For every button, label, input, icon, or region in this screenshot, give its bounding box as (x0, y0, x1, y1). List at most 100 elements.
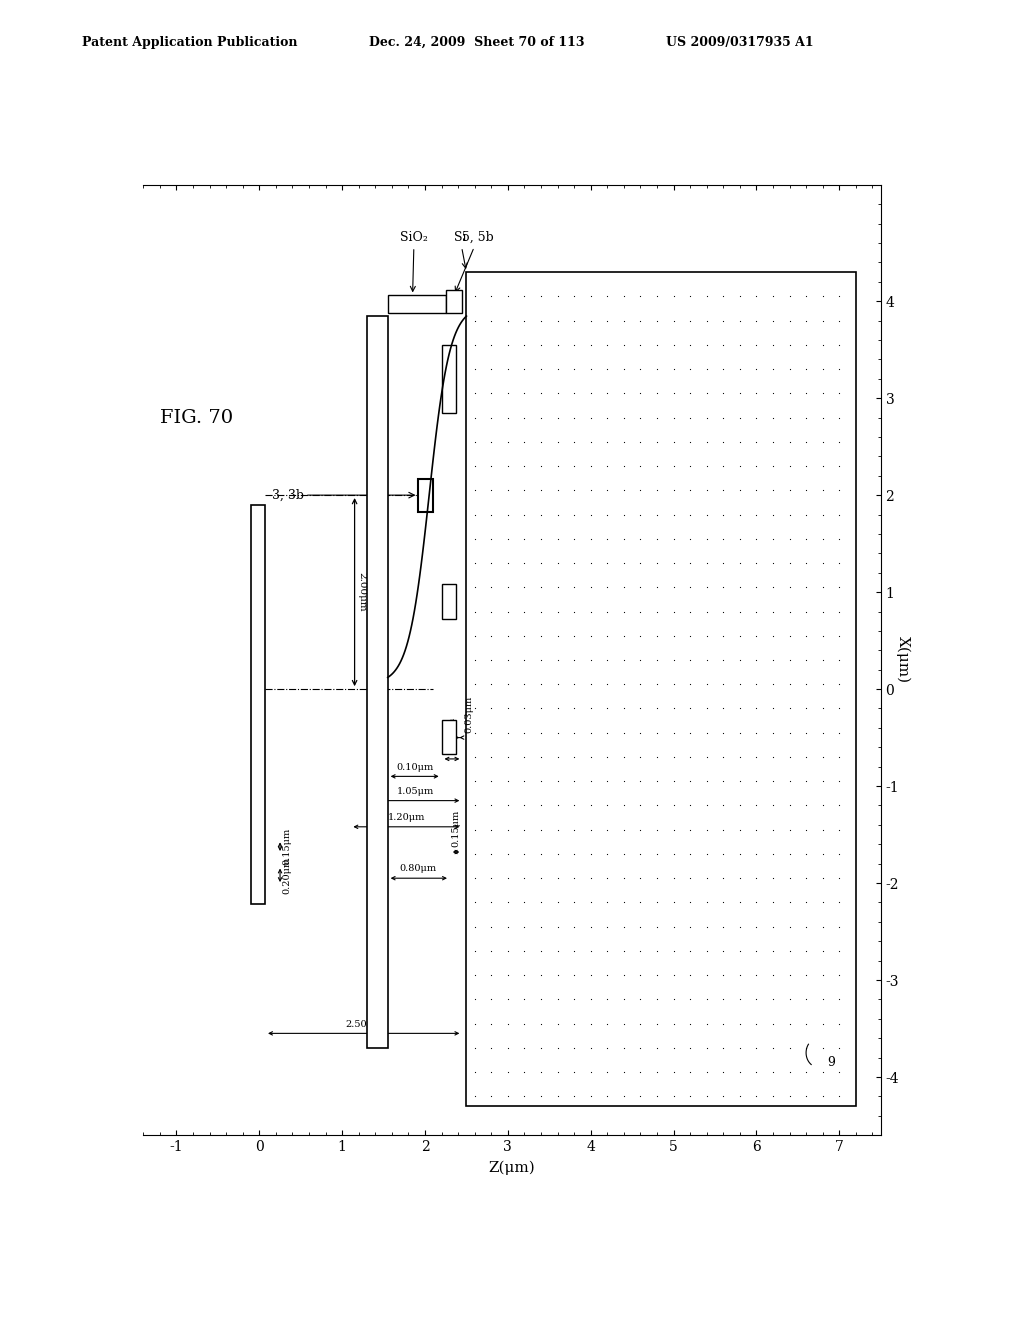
Point (532, 626, 549, 647)
Point (549, 577, 565, 598)
Point (781, 601, 798, 622)
Point (765, 795, 781, 816)
Point (483, 940, 500, 961)
Point (549, 989, 565, 1010)
Point (599, 940, 615, 961)
Point (666, 528, 682, 549)
Point (532, 989, 549, 1010)
Point (698, 1061, 715, 1082)
Point (749, 1086, 765, 1107)
Point (483, 601, 500, 622)
Point (599, 649, 615, 671)
Point (698, 577, 715, 598)
Point (749, 285, 765, 306)
Bar (441, 721, 457, 754)
Point (549, 843, 565, 865)
Text: Dec. 24, 2009  Sheet 70 of 113: Dec. 24, 2009 Sheet 70 of 113 (369, 36, 584, 49)
Point (682, 867, 698, 888)
Point (532, 1038, 549, 1059)
Text: US 2009/0317935 A1: US 2009/0317935 A1 (666, 36, 813, 49)
Point (467, 746, 483, 767)
Point (649, 843, 666, 865)
Point (649, 989, 666, 1010)
Point (632, 771, 648, 792)
Point (831, 553, 848, 574)
Point (731, 989, 748, 1010)
Point (831, 285, 848, 306)
Point (483, 746, 500, 767)
Point (483, 479, 500, 500)
Point (798, 407, 814, 428)
Point (583, 649, 599, 671)
Point (749, 383, 765, 404)
Bar (251, 504, 265, 904)
Point (632, 1038, 648, 1059)
Point (632, 407, 648, 428)
Point (666, 504, 682, 525)
Point (566, 916, 583, 937)
Point (765, 1014, 781, 1035)
Point (682, 649, 698, 671)
Point (649, 432, 666, 453)
Point (467, 455, 483, 477)
Point (566, 334, 583, 355)
Point (599, 601, 615, 622)
Point (566, 383, 583, 404)
Point (599, 746, 615, 767)
Point (500, 698, 516, 719)
Point (831, 867, 848, 888)
Point (698, 649, 715, 671)
Point (814, 553, 830, 574)
Point (566, 771, 583, 792)
Point (500, 577, 516, 598)
Point (532, 285, 549, 306)
Point (666, 916, 682, 937)
Point (500, 867, 516, 888)
Point (749, 867, 765, 888)
Point (831, 722, 848, 743)
Point (666, 673, 682, 694)
Point (649, 285, 666, 306)
Point (566, 504, 583, 525)
Point (698, 795, 715, 816)
Point (666, 795, 682, 816)
Point (500, 1061, 516, 1082)
Point (831, 1014, 848, 1035)
Text: Si: Si (454, 231, 467, 268)
Point (500, 310, 516, 331)
Point (765, 1038, 781, 1059)
Point (615, 795, 632, 816)
Point (549, 479, 565, 500)
Point (798, 649, 814, 671)
Point (781, 940, 798, 961)
Point (682, 383, 698, 404)
Point (566, 649, 583, 671)
Point (599, 892, 615, 913)
Point (798, 1061, 814, 1082)
Point (632, 916, 648, 937)
Point (500, 626, 516, 647)
Point (632, 673, 648, 694)
Point (831, 698, 848, 719)
Point (467, 820, 483, 841)
Point (632, 940, 648, 961)
Point (831, 746, 848, 767)
Point (765, 820, 781, 841)
Point (831, 771, 848, 792)
Point (500, 601, 516, 622)
Point (731, 504, 748, 525)
Text: 0.20μm: 0.20μm (283, 857, 292, 894)
Point (649, 455, 666, 477)
Point (516, 722, 532, 743)
Point (632, 626, 648, 647)
Point (731, 577, 748, 598)
Point (698, 820, 715, 841)
Point (649, 528, 666, 549)
Point (831, 795, 848, 816)
Point (749, 504, 765, 525)
Point (500, 334, 516, 355)
Point (516, 867, 532, 888)
Point (632, 334, 648, 355)
Point (467, 867, 483, 888)
Point (467, 989, 483, 1010)
